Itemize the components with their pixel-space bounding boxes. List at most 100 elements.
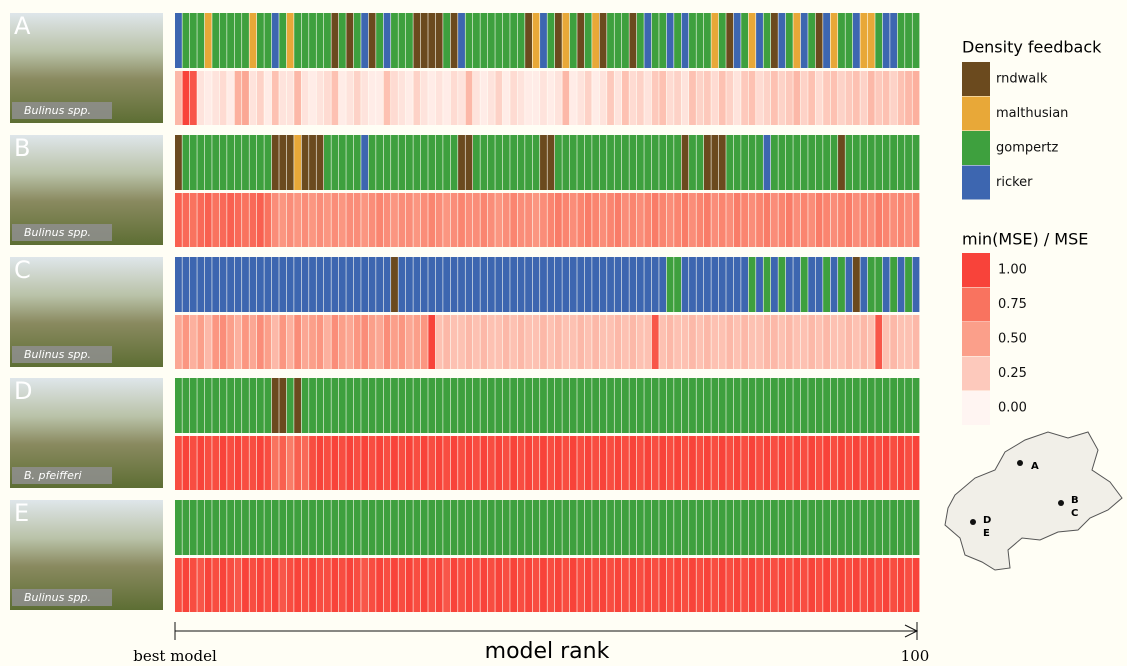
feedback-cell — [443, 378, 450, 433]
mse-cell — [525, 315, 532, 369]
feedback-cell — [451, 257, 458, 312]
feedback-cell — [466, 257, 473, 312]
mse-cell — [778, 436, 785, 490]
feedback-cell — [644, 257, 651, 312]
mse-cell — [659, 436, 666, 490]
feedback-cell — [466, 378, 473, 433]
mse-cell — [860, 315, 867, 369]
feedback-cell — [331, 500, 338, 555]
mse-cell — [287, 71, 294, 125]
mse-cell — [182, 193, 189, 247]
mse-cell — [793, 436, 800, 490]
mse-cell — [317, 436, 324, 490]
mse-cell — [846, 193, 853, 247]
feedback-cell — [413, 257, 420, 312]
mse-cell — [294, 315, 301, 369]
mse-cell — [175, 71, 182, 125]
mse-cell — [279, 436, 286, 490]
feedback-cell — [324, 135, 331, 190]
feedback-cell — [831, 135, 838, 190]
feedback-cell — [488, 257, 495, 312]
feedback-cell — [808, 13, 815, 68]
mse-cell — [331, 558, 338, 612]
mse-cell — [756, 193, 763, 247]
feedback-cell — [734, 378, 741, 433]
mse-cell — [764, 558, 771, 612]
mse-cell — [592, 193, 599, 247]
mse-cell — [339, 436, 346, 490]
axis-end-label: 100 — [901, 647, 930, 665]
feedback-cell — [324, 378, 331, 433]
mse-cell — [823, 315, 830, 369]
feedback-cell — [376, 257, 383, 312]
feedback-cell — [778, 378, 785, 433]
mse-cell — [436, 193, 443, 247]
feedback-cell — [212, 13, 219, 68]
feedback-cell — [689, 13, 696, 68]
feedback-cell — [711, 257, 718, 312]
feedback-cell — [838, 135, 845, 190]
mse-cell — [376, 193, 383, 247]
mse-cell — [711, 193, 718, 247]
feedback-cell — [913, 378, 920, 433]
mse-cell — [629, 193, 636, 247]
feedback-cell — [302, 257, 309, 312]
mse-cell — [413, 315, 420, 369]
mse-cell — [495, 315, 502, 369]
panel-label: B — [14, 134, 30, 162]
mse-cell — [428, 193, 435, 247]
feedback-cell — [391, 13, 398, 68]
mse-cell — [719, 558, 726, 612]
mse-cell — [376, 558, 383, 612]
mse-cell — [354, 193, 361, 247]
feedback-cell — [644, 500, 651, 555]
mse-cell — [294, 436, 301, 490]
feedback-cell — [890, 13, 897, 68]
feedback-cell — [302, 500, 309, 555]
feedback-cell — [250, 135, 257, 190]
mse-cell — [801, 436, 808, 490]
feedback-cell — [369, 135, 376, 190]
feedback-cell — [674, 135, 681, 190]
mse-cell — [175, 558, 182, 612]
mse-cell — [756, 71, 763, 125]
mse-cell — [466, 315, 473, 369]
feedback-cell — [413, 378, 420, 433]
feedback-cell — [622, 13, 629, 68]
mse-cell — [629, 558, 636, 612]
feedback-cell — [331, 257, 338, 312]
feedback-cell — [369, 500, 376, 555]
feedback-cell — [629, 257, 636, 312]
mse-cell — [741, 71, 748, 125]
mse-cell — [525, 71, 532, 125]
feedback-cell — [294, 378, 301, 433]
mse-cell — [317, 315, 324, 369]
feedback-cell — [495, 135, 502, 190]
mse-cell — [644, 436, 651, 490]
feedback-cell — [652, 500, 659, 555]
feedback-cell — [361, 257, 368, 312]
mse-cell — [905, 315, 912, 369]
site-dot — [970, 519, 976, 525]
feedback-cell — [555, 13, 562, 68]
site-dot — [1058, 500, 1064, 506]
feedback-cell — [302, 378, 309, 433]
feedback-cell — [667, 13, 674, 68]
feedback-cell — [354, 378, 361, 433]
mse-cell — [406, 71, 413, 125]
mse-cell — [704, 315, 711, 369]
mse-cell — [302, 558, 309, 612]
feedback-cell — [540, 257, 547, 312]
species-label: B. pfeifferi — [24, 469, 82, 482]
mse-cell — [302, 71, 309, 125]
mse-cell — [257, 558, 264, 612]
mse-cell — [182, 71, 189, 125]
mse-cell — [466, 193, 473, 247]
feedback-cell — [562, 13, 569, 68]
mse-cell — [354, 71, 361, 125]
mse-cell — [585, 193, 592, 247]
mse-cell — [533, 315, 540, 369]
feedback-cell — [697, 135, 704, 190]
feedback-cell — [600, 257, 607, 312]
mse-cell — [570, 436, 577, 490]
